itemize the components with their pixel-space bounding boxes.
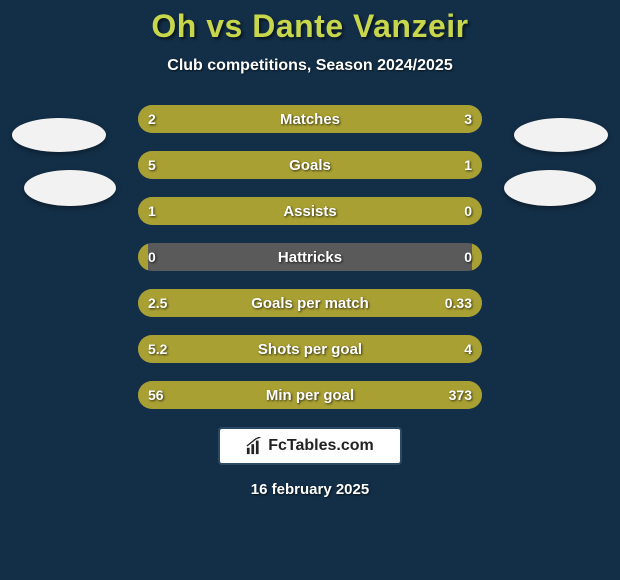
stat-bar-left <box>138 243 148 271</box>
stat-row: Hattricks00 <box>138 243 482 271</box>
stat-bar-left <box>138 151 406 179</box>
stat-bar-left <box>138 197 454 225</box>
stat-bar-right <box>276 105 482 133</box>
team-right-badge <box>504 170 596 206</box>
player-left-avatar <box>12 118 106 152</box>
stat-row: Goals per match2.50.33 <box>138 289 482 317</box>
stat-bars: Matches23 Goals51 Assists10 Hattricks00 Goal… <box>138 105 482 409</box>
stat-bar-right <box>406 151 482 179</box>
stat-bar-right <box>427 289 482 317</box>
page-subtitle: Club competitions, Season 2024/2025 <box>0 57 620 75</box>
stat-bar-right <box>327 335 482 363</box>
stat-bar-left <box>138 381 200 409</box>
date-label: 16 february 2025 <box>0 481 620 498</box>
stat-bar-right <box>472 243 482 271</box>
stat-bar-right <box>200 381 482 409</box>
stat-bar-left <box>138 289 427 317</box>
chart-icon <box>246 437 264 455</box>
logo-text: FcTables.com <box>268 437 374 455</box>
stat-row: Goals51 <box>138 151 482 179</box>
player-right-avatar <box>514 118 608 152</box>
stat-row: Shots per goal5.24 <box>138 335 482 363</box>
team-left-badge <box>24 170 116 206</box>
comparison-card: Oh vs Dante Vanzeir Club competitions, S… <box>0 0 620 580</box>
site-logo[interactable]: FcTables.com <box>218 427 402 465</box>
stat-bar-left <box>138 105 276 133</box>
stat-bar-right <box>454 197 482 225</box>
stat-row: Min per goal56373 <box>138 381 482 409</box>
stat-bar-left <box>138 335 327 363</box>
page-title: Oh vs Dante Vanzeir <box>0 8 620 45</box>
stat-row: Assists10 <box>138 197 482 225</box>
stat-row: Matches23 <box>138 105 482 133</box>
stat-label: Hattricks <box>138 243 482 271</box>
